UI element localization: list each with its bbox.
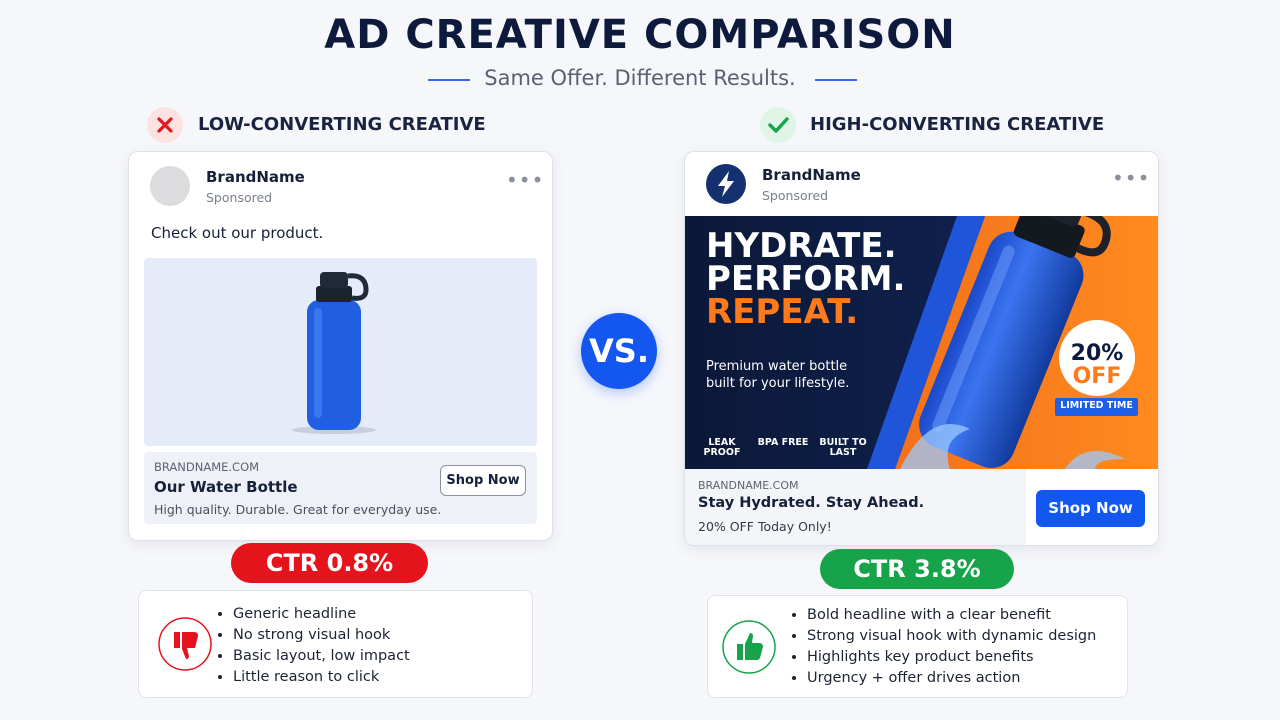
notes-list: Generic headline No strong visual hook B…	[215, 604, 410, 688]
link-footer: BRANDNAME.COM Stay Hydrated. Stay Ahead.…	[685, 469, 1026, 545]
notes-list: Bold headline with a clear benefit Stron…	[789, 605, 1096, 689]
discount-badge: 20% OFF	[1059, 342, 1135, 388]
avatar	[150, 166, 190, 206]
sponsored: Sponsored	[762, 188, 829, 203]
menu-dots[interactable]: •••	[1112, 166, 1151, 190]
low-label: LOW-CONVERTING CREATIVE	[198, 114, 486, 135]
link-footer: BRANDNAME.COM Our Water Bottle High qual…	[144, 452, 537, 524]
ad-text: Check out our product.	[151, 224, 324, 242]
check-icon	[760, 107, 796, 143]
cta-button[interactable]: Shop Now	[1036, 490, 1145, 527]
low-notes: Generic headline No strong visual hook B…	[138, 590, 533, 698]
note: Generic headline	[233, 604, 410, 625]
description: High quality. Durable. Great for everyda…	[154, 502, 442, 517]
feature: BUILT TO LAST	[819, 437, 867, 458]
feature: LEAK PROOF	[703, 437, 741, 458]
ctr-high: CTR 3.8%	[820, 549, 1014, 589]
discount: 20%	[1070, 341, 1124, 366]
low-ad-card: BrandName Sponsored ••• Check out our pr…	[128, 151, 553, 541]
domain: BRANDNAME.COM	[154, 460, 260, 474]
limited-time: LIMITED TIME	[1060, 400, 1133, 411]
cta-button[interactable]: Shop Now	[440, 465, 526, 496]
headline-line: HYDRATE.	[706, 226, 897, 266]
high-ad-card: BrandName Sponsored ••• HYDR	[684, 151, 1159, 546]
headline-line: REPEAT.	[706, 292, 859, 332]
vs-badge: VS.	[581, 313, 657, 389]
headline-line: PERFORM.	[706, 259, 906, 299]
headline: Our Water Bottle	[154, 478, 298, 496]
rule	[428, 79, 470, 81]
note: Little reason to click	[233, 667, 410, 688]
ctr-low: CTR 0.8%	[231, 543, 428, 583]
product-image	[144, 258, 537, 446]
description: 20% OFF Today Only!	[698, 519, 832, 534]
title: AD CREATIVE COMPARISON	[324, 12, 956, 58]
x-icon	[147, 107, 183, 143]
avatar	[706, 164, 746, 204]
note: Basic layout, low impact	[233, 646, 410, 667]
high-notes: Bold headline with a clear benefit Stron…	[707, 595, 1128, 698]
note: No strong visual hook	[233, 625, 410, 646]
note: Bold headline with a clear benefit	[807, 605, 1096, 626]
rule	[815, 79, 857, 81]
thumb-up-icon	[722, 620, 776, 674]
sponsored: Sponsored	[206, 190, 273, 205]
domain: BRANDNAME.COM	[698, 479, 799, 492]
hero-headline: HYDRATE. PERFORM. REPEAT.	[706, 226, 906, 332]
feature: BPA FREE	[757, 437, 809, 448]
brand: BrandName	[206, 168, 305, 186]
brand: BrandName	[762, 166, 861, 184]
note: Urgency + offer drives action	[807, 668, 1096, 689]
menu-dots[interactable]: •••	[506, 168, 545, 192]
note: Highlights key product benefits	[807, 647, 1096, 668]
discount-off: OFF	[1072, 364, 1122, 389]
tagline: Premium water bottle built for your life…	[706, 359, 850, 391]
note: Strong visual hook with dynamic design	[807, 626, 1096, 647]
headline: Stay Hydrated. Stay Ahead.	[698, 495, 925, 511]
thumb-down-icon	[158, 617, 212, 671]
high-label: HIGH-CONVERTING CREATIVE	[810, 114, 1105, 135]
subtitle: Same Offer. Different Results.	[484, 66, 796, 90]
hero-image	[685, 216, 1158, 469]
